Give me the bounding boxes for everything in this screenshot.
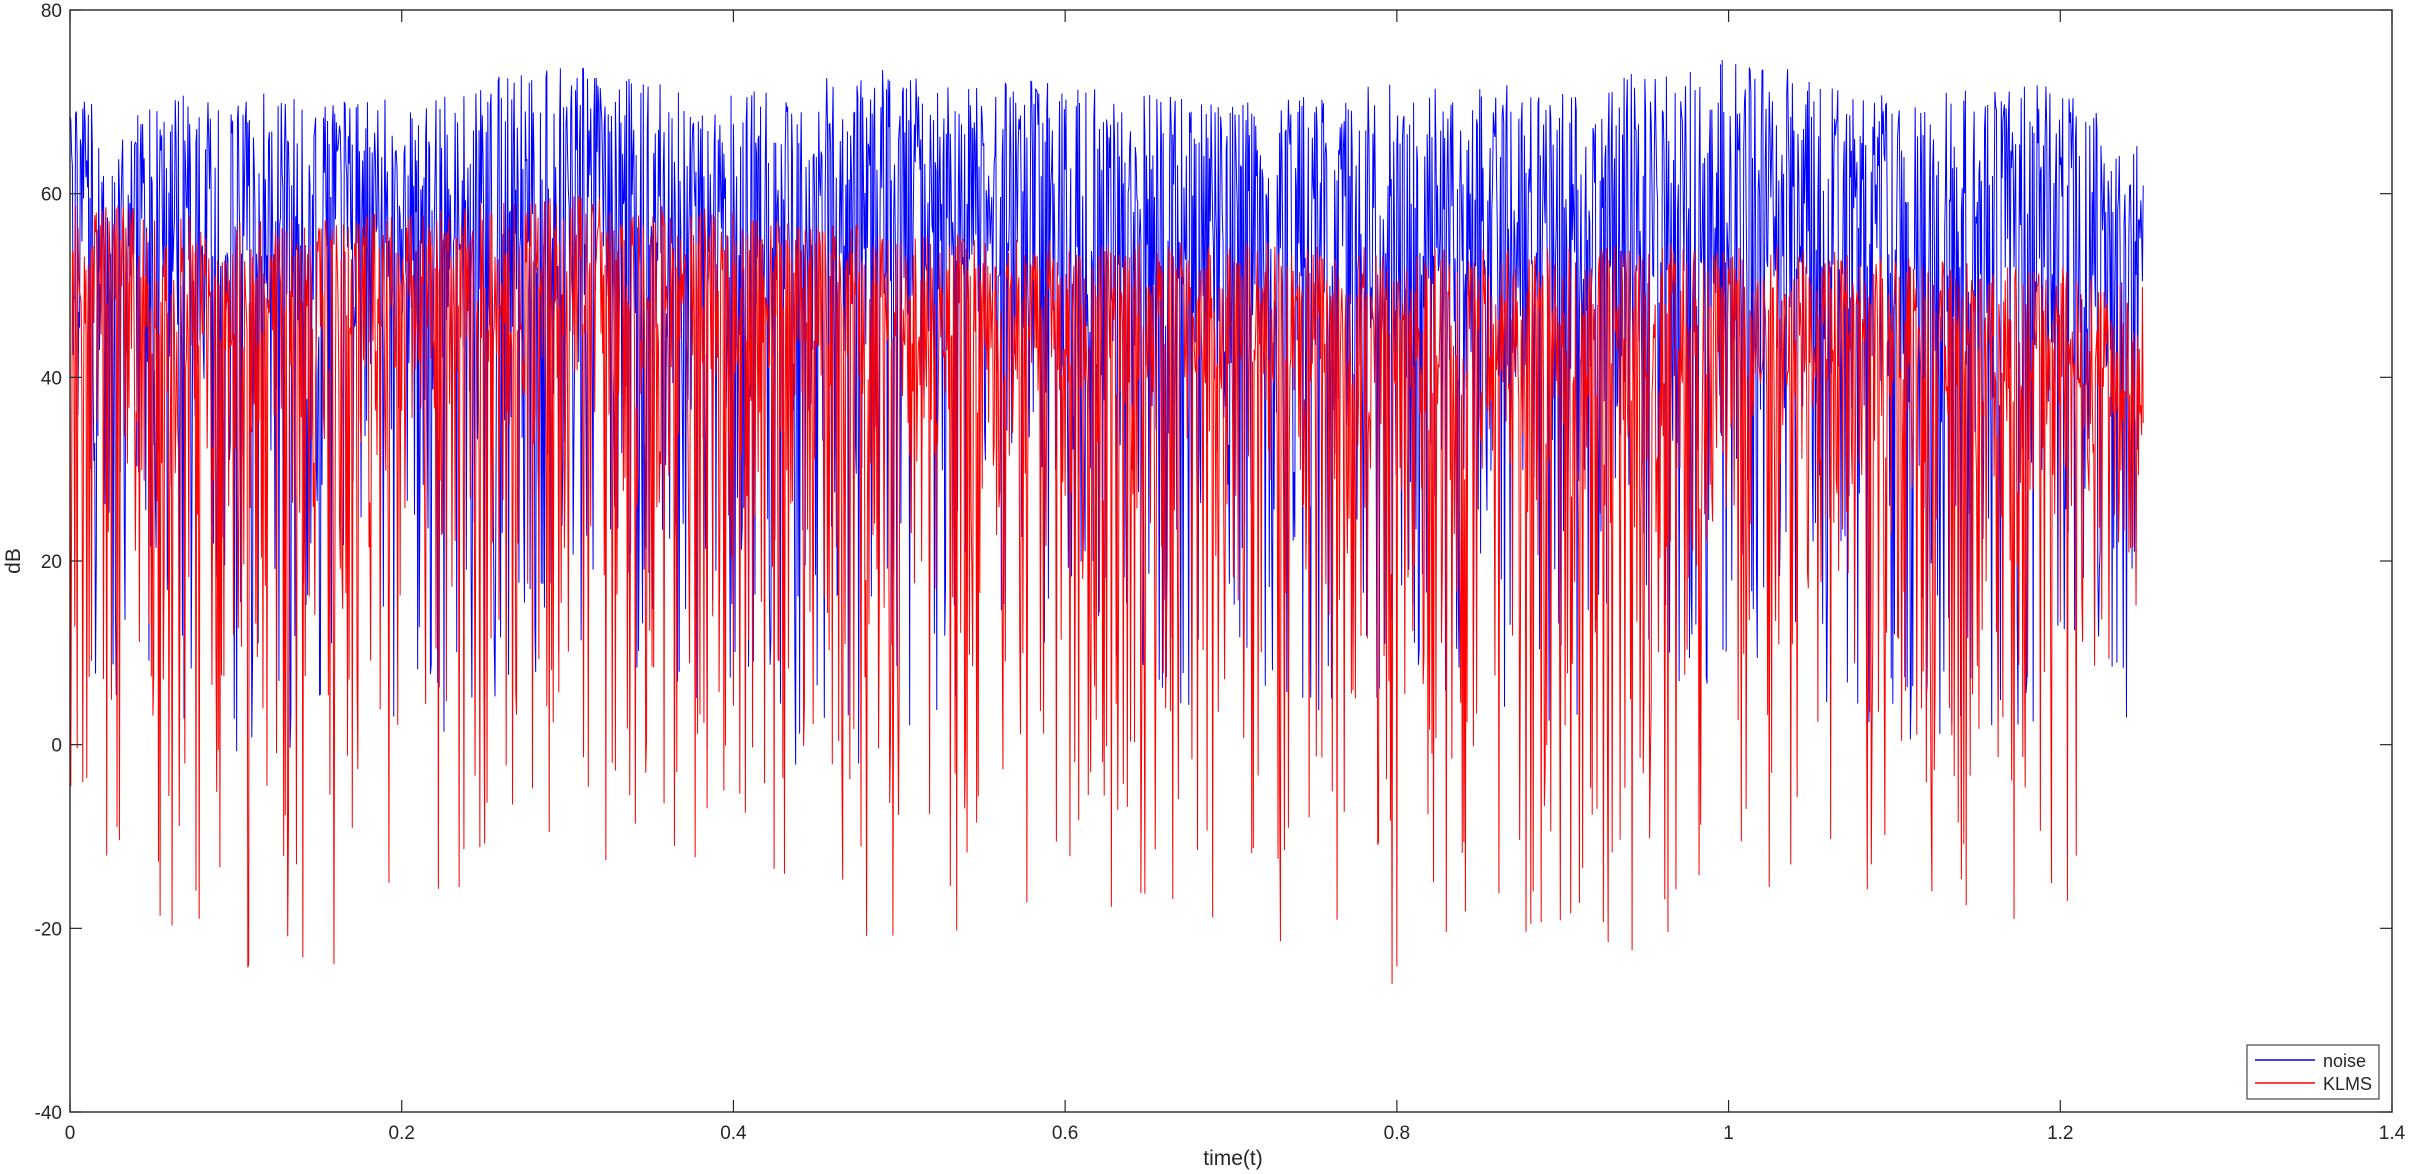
y-tick-label: -40 xyxy=(35,1103,62,1124)
y-tick-label: -20 xyxy=(35,919,62,940)
y-tick-label: 20 xyxy=(41,552,62,573)
x-tick-label: 0 xyxy=(65,1123,76,1144)
series-line-klms xyxy=(69,195,2144,984)
y-axis-label: dB xyxy=(2,548,25,574)
legend: noise KLMS xyxy=(2246,1044,2380,1100)
series-layer xyxy=(69,59,2144,984)
x-tick-label: 0.2 xyxy=(389,1123,415,1144)
x-tick-label: 0.8 xyxy=(1384,1123,1410,1144)
x-axis-label: time(t) xyxy=(1203,1147,1263,1170)
y-tick-label: 60 xyxy=(41,185,62,206)
x-tick-label: 0.4 xyxy=(720,1123,747,1144)
y-tick-label: 80 xyxy=(41,1,62,22)
y-tick-label: 40 xyxy=(41,368,62,389)
x-tick-label: 1.2 xyxy=(2047,1123,2073,1144)
y-axis: -40 -20 0 20 40 60 80 xyxy=(35,1,2392,1124)
x-tick-label: 1 xyxy=(1723,1123,1734,1144)
x-tick-label: 1.4 xyxy=(2379,1123,2406,1144)
x-axis: 0 0.2 0.4 0.6 0.8 1 1.2 1.4 xyxy=(65,10,2406,1144)
y-tick-label: 0 xyxy=(51,736,62,757)
legend-label-klms: KLMS xyxy=(2323,1074,2372,1094)
legend-label-noise: noise xyxy=(2323,1051,2366,1071)
legend-box xyxy=(2246,1044,2380,1100)
x-tick-label: 0.6 xyxy=(1052,1123,1078,1144)
series-line-noise xyxy=(69,59,2144,765)
